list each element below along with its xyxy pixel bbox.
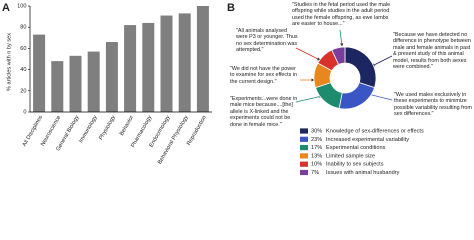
arrow: [295, 47, 321, 61]
y-tick-label: 60: [20, 46, 26, 52]
legend-label: Issues with animal husbandry: [326, 170, 400, 176]
quote: "We did not have the power to examine fo…: [230, 66, 298, 85]
x-tick-label: Behavior: [119, 115, 135, 137]
bar: [178, 13, 191, 113]
y-axis-title: % articles with n by sex: [6, 33, 12, 91]
legend-value: 13%: [311, 153, 322, 159]
arrow: [295, 95, 323, 103]
legend-label: Increased experimental variability: [326, 137, 409, 143]
panel-label: B: [227, 2, 235, 14]
quote: "Because we have detected no difference …: [393, 32, 471, 71]
arrows: [295, 29, 393, 103]
y-tick-label: 0: [23, 109, 26, 115]
bar: [51, 61, 64, 112]
y-tick-label: 20: [20, 88, 26, 94]
bar: [124, 25, 137, 112]
legend-swatch: [300, 169, 308, 176]
arrow: [339, 29, 344, 47]
x-tick-label: Immunology: [78, 115, 99, 145]
legend-value: 7%: [311, 170, 319, 176]
legend-swatch: [300, 145, 308, 151]
bar: [196, 6, 209, 112]
legend-swatch: [300, 128, 308, 134]
arrow: [371, 55, 393, 67]
legend-swatch: [300, 153, 308, 159]
legend-label: Limited sample size: [326, 153, 375, 159]
legend-label: Knowledge of sex-differences or effects: [326, 128, 424, 134]
bar: [142, 22, 155, 112]
x-tick-label: Reproduction: [186, 115, 208, 147]
x-tick-label: Physiology: [98, 115, 117, 142]
legend-label: Experimental conditions: [326, 145, 386, 151]
bar: [33, 34, 46, 113]
donut-slice: [344, 46, 377, 89]
quote: "We used males exclusively in these expe…: [394, 92, 472, 118]
bar: [87, 51, 100, 112]
legend-value: 17%: [311, 145, 322, 151]
y-tick-label: 100: [17, 3, 26, 9]
legend-value: 30%: [311, 128, 322, 134]
chart: A B % articles with n by sex 0 20 40 60 80 10…: [2, 2, 424, 176]
bar: [160, 15, 173, 112]
legend-swatch: [300, 161, 308, 167]
quote: "All animals analysed were P3 or younger…: [236, 28, 298, 54]
y-tick-label: 80: [20, 25, 26, 31]
figure: A B % articles with n by sex 0 20 40 60 80 10…: [2, 2, 472, 176]
donut-slice: [338, 82, 375, 110]
panel-label: A: [2, 2, 10, 14]
legend-value: 10%: [311, 162, 322, 168]
legend-swatch: [300, 136, 308, 142]
bar: [105, 42, 118, 112]
arrow: [367, 93, 393, 101]
donut-slice: [331, 46, 346, 65]
y-tick-label: 40: [20, 67, 26, 73]
legend-label: Inability to sex subjects: [326, 162, 384, 168]
legend-value: 23%: [311, 137, 322, 143]
quote: "Experiments...were done in male mice be…: [230, 96, 298, 128]
quote: "Studies in the fetal period used the ma…: [292, 2, 391, 28]
bar: [69, 55, 82, 112]
